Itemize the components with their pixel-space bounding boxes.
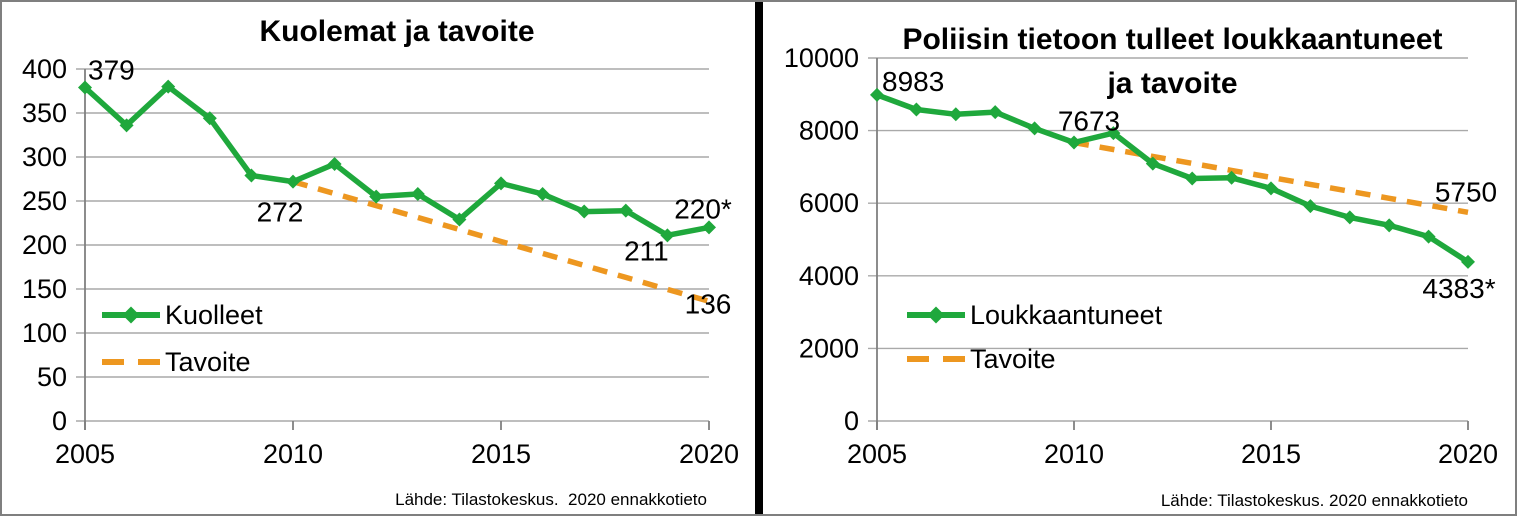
svg-text:4000: 4000 [799, 261, 859, 291]
deaths-chart-title: Kuolemat ja tavoite [85, 10, 709, 54]
svg-text:0: 0 [844, 406, 859, 436]
source-note-right: Lähde: Tilastokeskus. 2020 ennakkotieto [1160, 491, 1468, 510]
svg-text:350: 350 [22, 98, 67, 128]
svg-text:2005: 2005 [847, 439, 907, 469]
svg-text:150: 150 [22, 274, 67, 304]
svg-text:211: 211 [624, 235, 669, 266]
svg-text:4383*: 4383* [1422, 273, 1495, 304]
svg-text:400: 400 [22, 54, 67, 84]
legend-label-loukkaantuneet: Loukkaantuneet [970, 300, 1163, 330]
svg-text:300: 300 [22, 142, 67, 172]
svg-text:6000: 6000 [799, 188, 859, 218]
legend-item-tavoite-left: Tavoite [102, 346, 251, 378]
injuries-chart-title: Poliisin tietoon tulleet loukkaantuneet … [877, 18, 1468, 106]
deaths-chart-title-line: Kuolemat ja tavoite [259, 15, 535, 48]
svg-text:50: 50 [37, 362, 67, 392]
green-line-icon [102, 306, 160, 324]
svg-text:2005: 2005 [55, 439, 115, 469]
injuries-chart-title-line2: ja tavoite [1107, 67, 1238, 100]
orange-dash-icon [907, 356, 965, 362]
svg-text:8000: 8000 [799, 116, 859, 146]
svg-text:5750: 5750 [1435, 176, 1497, 207]
svg-text:379: 379 [88, 54, 135, 85]
legend-item-tavoite-right: Tavoite [907, 343, 1056, 375]
chart-panel-injuries: 0 2000 4000 6000 8000 10000 2005 2010 2015 2020 89… [764, 2, 1515, 514]
diamond-marker-icon [122, 306, 140, 324]
chart-panel-deaths: 0 50 100 150 200 250 300 350 400 2005 2010 2015 2020… [2, 2, 754, 514]
svg-text:272: 272 [257, 197, 304, 228]
injuries-chart-title-line1: Poliisin tietoon tulleet loukkaantuneet [902, 23, 1443, 56]
svg-text:2020: 2020 [1438, 439, 1498, 469]
diamond-marker-icon [927, 306, 945, 324]
svg-text:2010: 2010 [1044, 439, 1104, 469]
legend-item-loukkaantuneet: Loukkaantuneet [907, 299, 1162, 331]
svg-text:220*: 220* [674, 193, 732, 224]
dash-segment [907, 356, 929, 362]
svg-text:10000: 10000 [784, 43, 859, 73]
svg-text:2015: 2015 [471, 439, 531, 469]
legend-item-kuolleet: Kuolleet [102, 299, 263, 331]
svg-text:100: 100 [22, 318, 67, 348]
svg-text:2015: 2015 [1241, 439, 1301, 469]
svg-text:200: 200 [22, 230, 67, 260]
svg-text:2000: 2000 [799, 333, 859, 363]
svg-text:7673: 7673 [1058, 105, 1120, 136]
legend-label-kuolleet: Kuolleet [165, 300, 263, 330]
dash-segment [138, 359, 160, 365]
svg-text:0: 0 [52, 406, 67, 436]
panel-divider [755, 2, 763, 514]
injuries-chart-canvas: 0 2000 4000 6000 8000 10000 2005 2010 2015 2020 89… [784, 43, 1498, 469]
source-note-left: Lähde: Tilastokeskus. 2020 ennakkotieto [395, 490, 707, 509]
deaths-chart-canvas: 0 50 100 150 200 250 300 350 400 2005 2010 2015 2020… [22, 54, 739, 469]
svg-text:250: 250 [22, 186, 67, 216]
dash-segment [943, 356, 965, 362]
legend-label-tavoite-right: Tavoite [970, 344, 1056, 374]
green-line-icon [907, 306, 965, 324]
svg-text:2010: 2010 [263, 439, 323, 469]
legend-label-tavoite-left: Tavoite [165, 347, 251, 377]
svg-text:8983: 8983 [882, 66, 944, 97]
svg-text:2020: 2020 [679, 439, 739, 469]
svg-text:136: 136 [685, 288, 732, 319]
dash-segment [102, 359, 124, 365]
orange-dash-icon [102, 359, 160, 365]
